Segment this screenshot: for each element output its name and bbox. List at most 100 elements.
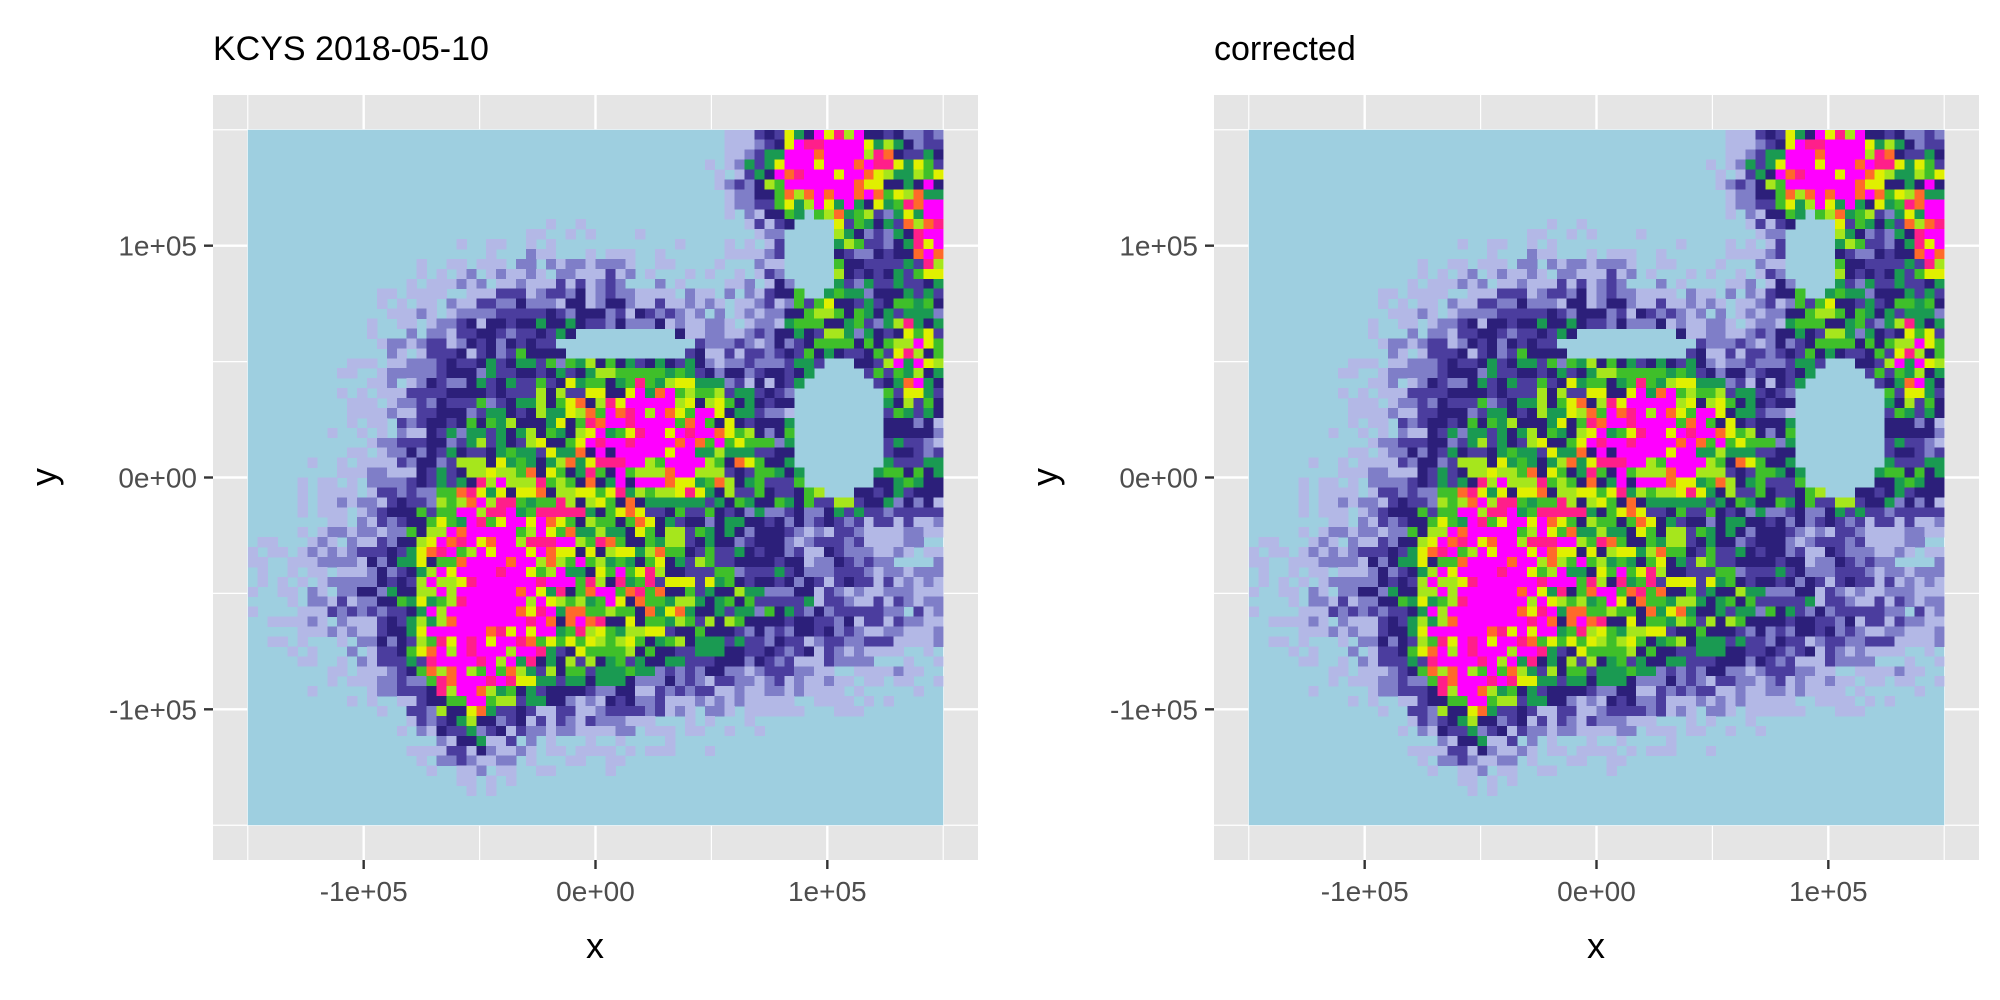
raster-cell [1656, 278, 1667, 290]
raster-cell [307, 566, 318, 578]
raster-cell [893, 159, 904, 170]
raster-cell [1755, 169, 1766, 180]
raster-cell [1437, 268, 1448, 280]
raster-cell [426, 288, 437, 300]
raster-cell [426, 566, 437, 578]
raster-cell [1844, 278, 1856, 290]
raster-cell [376, 527, 388, 538]
raster-cell [635, 517, 646, 528]
raster-cell [645, 626, 656, 637]
raster-cell [615, 656, 626, 667]
raster-cell [913, 388, 924, 399]
raster-cell [774, 268, 785, 280]
raster-cell [396, 626, 408, 637]
raster-cell [1725, 348, 1736, 359]
raster-cell [456, 507, 467, 518]
raster-cell [684, 537, 696, 548]
panel-left-x-axis-title: x [586, 925, 604, 966]
raster-cell [1785, 338, 1796, 349]
raster-cell [903, 308, 914, 319]
raster-cell [804, 139, 815, 151]
raster-cell [1705, 447, 1717, 459]
raster-cell [1874, 358, 1886, 369]
raster-cell [1566, 368, 1578, 379]
raster-cell [893, 507, 904, 518]
raster-cell [426, 348, 437, 359]
raster-cell [754, 169, 765, 180]
raster-cell [814, 586, 825, 598]
raster-cell [516, 497, 527, 508]
x-tick-label: 0e+00 [556, 876, 635, 907]
raster-cell [724, 368, 735, 379]
raster-cell [496, 258, 507, 270]
raster-cell [913, 596, 924, 608]
raster-cell [774, 248, 785, 260]
raster-cell [714, 358, 726, 369]
raster-cell [476, 636, 487, 647]
raster-cell [824, 517, 835, 528]
raster-cell [535, 477, 547, 488]
raster-cell [516, 586, 527, 598]
raster-cell [853, 556, 865, 568]
raster-cell [933, 656, 944, 667]
raster-cell [1864, 129, 1876, 141]
raster-cell [1894, 129, 1905, 141]
raster-cell [1914, 457, 1925, 468]
raster-cell [1745, 328, 1756, 339]
raster-cell [1844, 288, 1856, 300]
raster-cell [1437, 338, 1448, 349]
raster-cell [814, 696, 825, 707]
raster-cell [704, 656, 716, 667]
raster-cell [1566, 527, 1578, 538]
raster-cell [893, 368, 904, 379]
raster-cell [913, 358, 924, 369]
raster-cell [1884, 318, 1895, 329]
raster-cell [1626, 497, 1637, 508]
raster-cell [655, 248, 666, 260]
raster-cell [1308, 556, 1319, 568]
raster-cell [674, 696, 686, 707]
raster-cell [655, 527, 666, 538]
raster-cell [466, 626, 477, 637]
raster-cell [794, 586, 805, 598]
raster-cell [1675, 437, 1687, 449]
raster-cell [575, 219, 586, 230]
raster-cell [903, 417, 914, 429]
raster-cell [1546, 556, 1558, 568]
raster-cell [337, 507, 348, 518]
raster-cell [1318, 576, 1329, 588]
raster-cell [744, 219, 755, 230]
raster-cell [327, 666, 338, 677]
raster-cell [625, 576, 636, 588]
raster-cell [1636, 229, 1647, 240]
raster-cell [665, 537, 676, 548]
raster-cell [804, 596, 815, 608]
raster-cell [1477, 547, 1488, 558]
raster-cell [456, 775, 467, 786]
raster-cell [724, 398, 735, 409]
raster-cell [1934, 447, 1945, 459]
raster-cell [516, 596, 527, 608]
raster-cell [1606, 278, 1617, 290]
raster-cell [1586, 527, 1597, 538]
raster-cell [545, 537, 557, 548]
raster-cell [1795, 129, 1806, 141]
raster-cell [347, 566, 358, 578]
raster-cell [525, 676, 537, 687]
raster-cell [883, 566, 894, 578]
raster-cell [1407, 318, 1419, 329]
raster-cell [1447, 547, 1458, 558]
raster-cell [665, 745, 676, 757]
raster-cell [1546, 547, 1558, 558]
raster-cell [923, 606, 934, 617]
raster-cell [684, 318, 696, 329]
raster-cell [1924, 437, 1935, 449]
raster-cell [1844, 517, 1856, 528]
raster-cell [1904, 268, 1915, 280]
raster-cell [1765, 318, 1776, 329]
raster-cell [1477, 477, 1488, 488]
raster-cell [1586, 457, 1597, 468]
raster-cell [814, 308, 825, 319]
raster-cell [684, 566, 696, 578]
raster-cell [1536, 477, 1548, 488]
